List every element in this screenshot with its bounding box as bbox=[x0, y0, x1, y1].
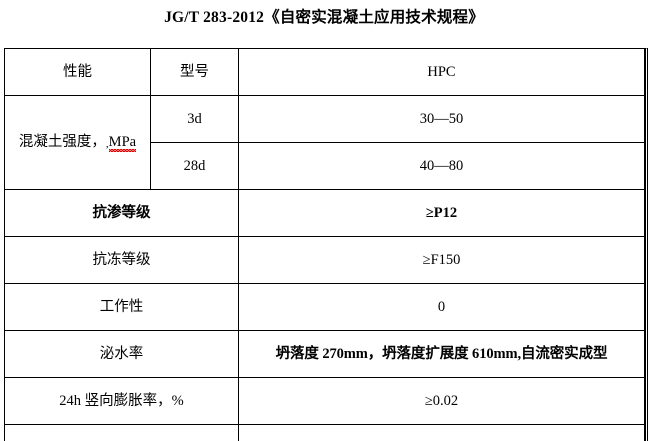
cell-value-frost-grade: ≥F150 bbox=[239, 237, 645, 284]
cell-value-3d: 30—50 bbox=[239, 96, 645, 143]
cell-property-bleeding-rate: 泌水率 bbox=[5, 331, 239, 378]
header-cell-property: 性能 bbox=[5, 49, 151, 96]
property-label-concrete-strength: 混凝土强度， bbox=[18, 133, 106, 150]
cell-property-empty bbox=[5, 425, 239, 441]
cell-value-28d: 40—80 bbox=[239, 143, 645, 190]
cell-property-concrete-strength: 混凝土强度，,MPa bbox=[5, 96, 151, 190]
page-title: JG/T 283-2012《自密实混凝土应用技术规程》 bbox=[164, 9, 484, 26]
cell-property-vertical-expansion: 24h 竖向膨胀率，% bbox=[5, 378, 239, 425]
table-row: 混凝土强度，,MPa 3d 30—50 bbox=[5, 96, 645, 190]
specification-table: 性能 型号 HPC 混凝土强度，,MPa 3d 30—50 28d 40—80 … bbox=[4, 48, 648, 441]
table-row: 抗渗等级 ≥P12 bbox=[5, 190, 645, 237]
table-row: 24h 竖向膨胀率，% ≥0.02 bbox=[5, 378, 645, 425]
table-row: 泌水率 坍落度 270mm，坍落度扩展度 610mm,自流密实成型 bbox=[5, 331, 645, 378]
cell-property-impermeability-grade: 抗渗等级 bbox=[5, 190, 239, 237]
header-cell-value: HPC bbox=[239, 49, 645, 96]
header-cell-model: 型号 bbox=[151, 49, 239, 96]
cell-property-workability: 工作性 bbox=[5, 284, 239, 331]
stray-comma: , bbox=[105, 137, 109, 150]
table-row: 抗冻等级 ≥F150 bbox=[5, 237, 645, 284]
table-header-row: 性能 型号 HPC bbox=[5, 49, 645, 96]
cell-model-3d: 3d bbox=[151, 96, 239, 143]
cell-value-empty bbox=[239, 425, 645, 441]
cell-value-impermeability-grade: ≥P12 bbox=[239, 190, 645, 237]
table-row: 28d 40—80 bbox=[5, 143, 645, 190]
table-row bbox=[5, 425, 645, 441]
cell-model-28d: 28d bbox=[151, 143, 239, 190]
property-unit-mpa: MPa bbox=[108, 133, 137, 152]
cell-property-frost-grade: 抗冻等级 bbox=[5, 237, 239, 284]
cell-value-workability: 0 bbox=[239, 284, 645, 331]
cell-value-vertical-expansion: ≥0.02 bbox=[239, 378, 645, 425]
cell-value-bleeding-rate: 坍落度 270mm，坍落度扩展度 610mm,自流密实成型 bbox=[239, 331, 645, 378]
table-row: 工作性 0 bbox=[5, 284, 645, 331]
